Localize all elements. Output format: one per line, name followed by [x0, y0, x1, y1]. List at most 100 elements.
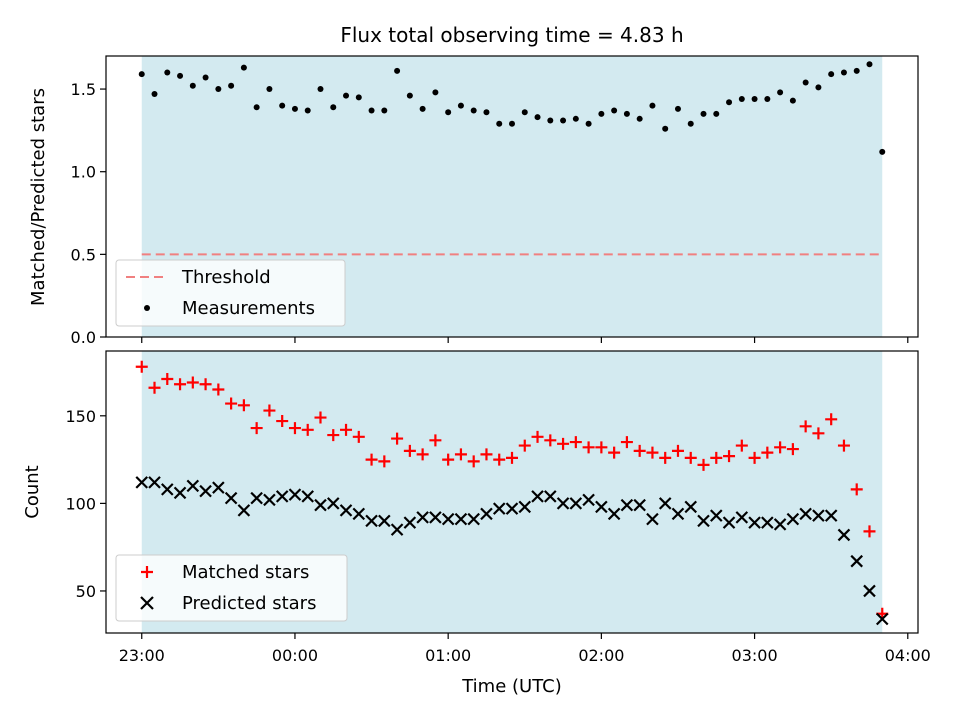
x-tick-label: 23:00	[119, 646, 165, 665]
measurement-point	[189, 82, 196, 89]
count-panel: 50 100 150 23:00 00:00 01:00 02:00 03:00 04:00 M…	[22, 350, 931, 665]
matched-star-point	[595, 441, 608, 454]
matched-star-point	[301, 423, 314, 436]
matched-star-point	[340, 423, 353, 436]
ratio-panel: 0.0 0.5 1.0 1.5 Threshold Measurements Matc…	[28, 55, 919, 347]
measurement-point	[802, 79, 809, 86]
matched-star-point	[467, 455, 480, 468]
x-tick-label: 03:00	[732, 646, 778, 665]
matched-star-point	[314, 411, 327, 424]
measurement-point	[738, 95, 745, 102]
predicted-star-point	[212, 481, 225, 494]
matched-stars-points	[135, 360, 889, 620]
matched-star-point	[250, 422, 263, 435]
predicted-star-point	[237, 504, 251, 517]
measurement-point	[432, 89, 439, 96]
matched-star-point	[825, 413, 838, 426]
matched-star-point	[327, 429, 340, 442]
measurement-point	[177, 72, 184, 79]
x-tick-label: 02:00	[578, 646, 624, 665]
predicted-star-point	[148, 476, 161, 489]
matched-star-point	[506, 451, 518, 464]
predicted-star-point	[288, 488, 302, 501]
matched-star-point	[863, 525, 876, 538]
predicted-star-point	[684, 500, 698, 514]
predicted-star-point	[505, 502, 519, 515]
measurement-point	[879, 148, 886, 155]
predicted-stars-points	[135, 476, 889, 626]
measurement-point	[649, 102, 656, 109]
measurement-point	[330, 104, 337, 111]
predicted-star-point	[761, 516, 774, 529]
measurement-point	[368, 107, 375, 114]
predicted-star-point	[646, 512, 659, 526]
predicted-star-point	[492, 502, 506, 515]
legend-measurement-swatch	[144, 305, 150, 311]
predicted-star-point	[709, 509, 723, 522]
predicted-star-point	[161, 483, 174, 496]
predicted-star-point	[199, 484, 212, 498]
predicted-star-point	[390, 523, 404, 536]
matched-star-point	[161, 373, 174, 386]
measurement-point	[457, 102, 464, 109]
matched-star-point	[684, 451, 697, 464]
matched-star-point	[352, 430, 365, 443]
predicted-star-point	[748, 516, 761, 529]
measurement-point	[726, 99, 733, 106]
measurement-point	[534, 114, 541, 121]
measurement-point	[585, 120, 592, 127]
matched-star-point	[276, 415, 289, 428]
measurement-point	[687, 120, 694, 127]
measurement-point	[840, 69, 847, 76]
matched-star-point	[633, 444, 646, 457]
y-tick-label: 100	[65, 494, 96, 513]
measurement-point	[611, 107, 618, 114]
predicted-star-point	[326, 497, 340, 510]
predicted-star-point	[850, 554, 863, 568]
measurement-point	[751, 95, 758, 102]
measurement-point	[483, 109, 490, 116]
predicted-star-point	[518, 500, 532, 514]
count-y-axis-label: Count	[22, 465, 43, 518]
predicted-star-point	[301, 490, 315, 503]
predicted-star-point	[722, 516, 736, 529]
legend-predicted-label: Predicted stars	[182, 593, 316, 614]
measurement-point	[700, 110, 707, 117]
predicted-star-point	[339, 504, 353, 517]
measurement-point	[406, 92, 413, 99]
measurement-point	[572, 115, 579, 122]
measurement-point	[789, 97, 796, 104]
predicted-star-point	[135, 476, 149, 489]
predicted-star-point	[454, 512, 468, 526]
predicted-star-point	[735, 511, 749, 524]
chart-title: Flux total observing time = 4.83 h	[340, 23, 683, 47]
predicted-star-point	[812, 509, 825, 522]
measurement-point	[662, 125, 669, 132]
measurement-point	[215, 86, 222, 93]
y-tick-label: 150	[65, 407, 96, 426]
matched-star-point	[288, 422, 301, 435]
measurement-point	[394, 67, 401, 74]
measurement-point	[317, 86, 324, 93]
predicted-star-point	[429, 511, 442, 524]
predicted-star-point	[441, 512, 455, 526]
matched-star-point	[199, 378, 212, 391]
predicted-star-point	[378, 514, 391, 528]
predicted-star-point	[671, 507, 685, 521]
matched-star-point	[518, 439, 531, 452]
matched-star-point	[671, 444, 684, 457]
measurement-point	[138, 71, 145, 78]
matched-star-point	[608, 446, 621, 459]
y-tick-label: 0.0	[71, 328, 96, 347]
measurement-point	[151, 91, 158, 98]
measurement-point	[445, 109, 452, 116]
measurement-point	[266, 86, 273, 93]
predicted-star-point	[275, 490, 289, 503]
measurement-point	[521, 109, 528, 116]
measurement-point	[279, 102, 286, 109]
matched-star-point	[148, 381, 161, 394]
matched-star-point	[735, 439, 748, 452]
predicted-star-point	[263, 493, 276, 507]
matched-star-point	[429, 434, 442, 447]
matched-star-point	[531, 430, 544, 443]
